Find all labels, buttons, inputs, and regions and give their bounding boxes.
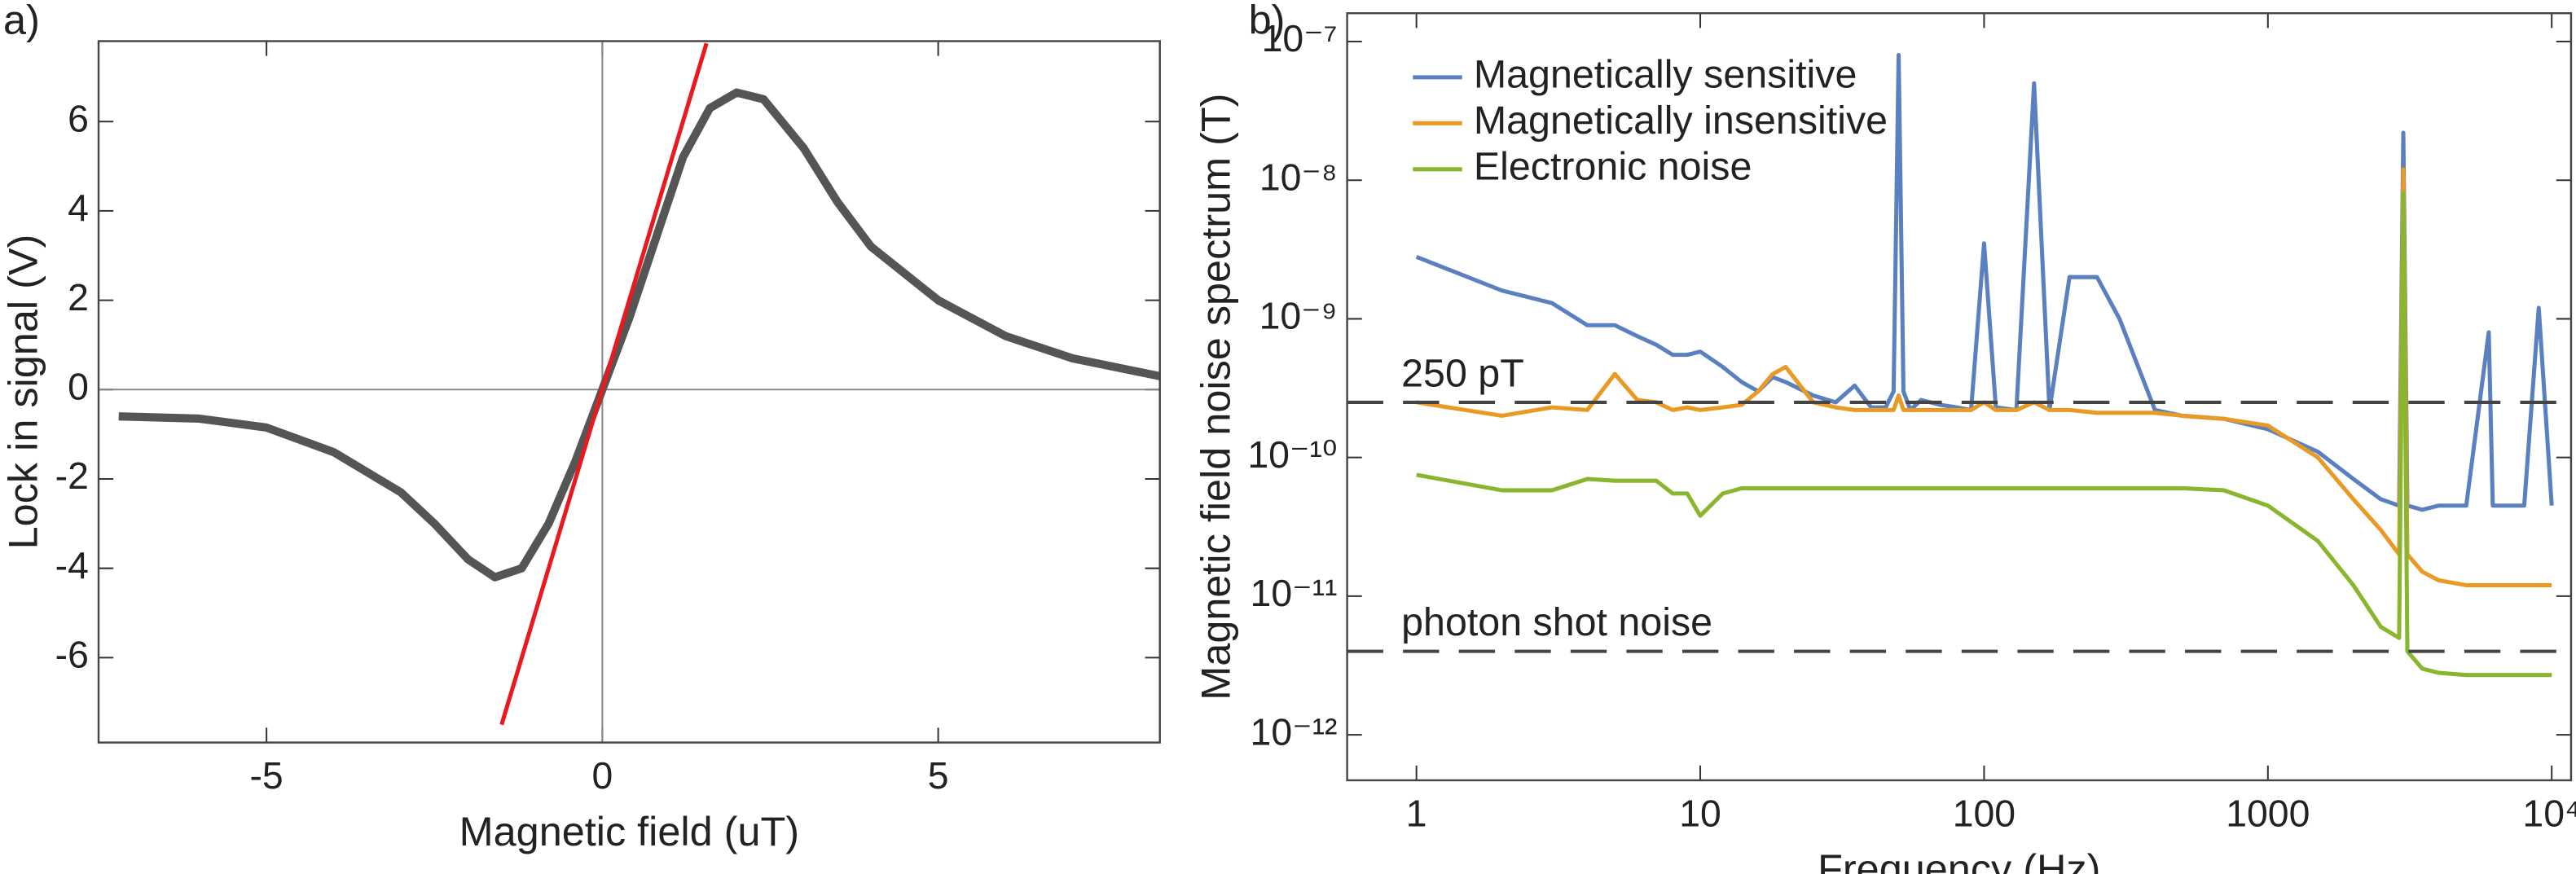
x-tick-label: -5 (249, 754, 283, 797)
y-axis-label: Lock in signal (V) (0, 235, 46, 550)
y-tick-label: 4 (68, 187, 89, 229)
series-line (118, 88, 1160, 582)
x-axis-label: Frequency (Hz) (1818, 845, 2100, 874)
y-tick-label: -6 (55, 634, 89, 676)
y-tick-label: 10⁻⁹ (1259, 295, 1338, 337)
y-tick-label: 10⁻¹² (1251, 710, 1338, 753)
y-tick-label: 10⁻¹¹ (1251, 572, 1338, 614)
x-tick-label: 100 (1953, 793, 2016, 835)
x-tick-label: 1 (1406, 793, 1427, 835)
y-tick-label: 0 (68, 366, 89, 408)
plot-frame (1346, 12, 2573, 782)
y-tick-label: -2 (55, 455, 89, 497)
y-tick-label: 10⁻¹⁰ (1247, 433, 1337, 476)
panel-label: a) (3, 0, 40, 43)
series-line (499, 42, 709, 726)
series-line (1416, 191, 2552, 678)
x-tick-label: 0 (591, 754, 613, 797)
legend-label: Magnetically sensitive (1474, 53, 1857, 97)
y-tick-label: 10⁻⁷ (1262, 17, 1338, 59)
y-tick-label: 6 (68, 97, 89, 139)
plot-frame (97, 40, 1161, 744)
y-tick-label: -4 (55, 544, 89, 586)
x-tick-label: 5 (928, 754, 949, 797)
y-tick-label: 10⁻⁸ (1259, 156, 1338, 198)
reference-label: photon shot noise (1401, 600, 1712, 644)
x-tick-label: 10 (1679, 793, 1721, 835)
panel-label: b) (1249, 0, 1286, 43)
x-axis-label: Magnetic field (uT) (459, 808, 799, 854)
x-tick-label: 10⁴ (2522, 793, 2576, 835)
legend-label: Electronic noise (1474, 145, 1752, 189)
x-tick-label: 1000 (2226, 793, 2310, 835)
reference-label: 250 pT (1401, 351, 1524, 395)
legend-label: Magnetically insensitive (1474, 99, 1888, 143)
series-line (1416, 167, 2552, 587)
y-tick-label: 2 (68, 276, 89, 318)
y-axis-label: Magnetic field noise spectrum (T) (1193, 94, 1239, 701)
